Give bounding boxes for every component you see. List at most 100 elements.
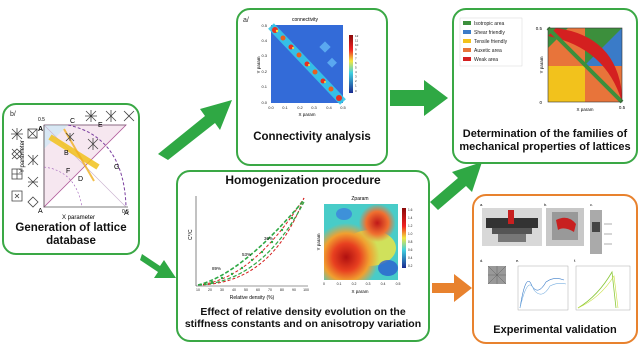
annotation-53: 53% xyxy=(242,252,251,257)
label-c: C xyxy=(70,118,75,125)
svg-text:7: 7 xyxy=(355,57,357,61)
svg-text:10: 10 xyxy=(196,288,200,292)
svg-text:20: 20 xyxy=(208,288,212,292)
families-xlabel: X param xyxy=(576,107,593,112)
svg-text:0.5: 0.5 xyxy=(536,26,543,31)
connectivity-caption: Connectivity analysis xyxy=(253,131,371,143)
svg-text:0.3: 0.3 xyxy=(261,53,267,58)
svg-text:c.: c. xyxy=(590,202,593,207)
panel-b-xlabel: X parameter xyxy=(62,215,95,221)
svg-text:0: 0 xyxy=(355,89,357,93)
stiffness-points xyxy=(210,216,294,284)
legend-isotropic: Isotropic area xyxy=(474,21,505,27)
experimental-caption: Experimental validation xyxy=(493,324,617,336)
connectivity-heatmap: a/ connectivity 0.5 0.4 0.3 0.2 xyxy=(243,17,359,117)
svg-text:10: 10 xyxy=(355,43,359,47)
experimental-figure: a. b. c. d. e. f. xyxy=(480,202,631,311)
stiffness-curve-green2 xyxy=(197,201,305,286)
families-ylabel: Y param xyxy=(539,56,544,73)
label-e: E xyxy=(98,122,103,129)
connectivity-colorbar xyxy=(349,35,353,93)
svg-text:0.4: 0.4 xyxy=(408,256,413,260)
zparam-colorbar-ticks: 1.6 1.4 1.2 1.0 0.8 0.6 0.4 0.2 xyxy=(408,208,413,268)
panel-a-tag: a/ xyxy=(243,17,249,24)
svg-text:e.: e. xyxy=(516,258,519,263)
svg-text:0.5: 0.5 xyxy=(619,105,626,110)
svg-text:0.5: 0.5 xyxy=(396,282,401,286)
specimen-photo xyxy=(546,208,584,246)
zparam-xticks: 0 0.1 0.2 0.3 0.4 0.5 xyxy=(323,282,400,286)
svg-text:0.8: 0.8 xyxy=(408,240,413,244)
lattice-database-box: b/ A B C D E F G A A 0.5 0.5 Y parameter… xyxy=(2,103,140,255)
annotation-89: 89% xyxy=(212,266,221,271)
svg-text:0.1: 0.1 xyxy=(261,84,267,89)
svg-text:2: 2 xyxy=(355,79,357,83)
svg-text:0: 0 xyxy=(323,282,325,286)
homogenization-box: Homogenization procedure C*/C 89% 53% 36… xyxy=(176,170,430,342)
svg-text:6: 6 xyxy=(355,61,357,65)
svg-text:50: 50 xyxy=(244,288,248,292)
label-a1: A xyxy=(38,126,43,133)
zparam-colorbar xyxy=(402,208,406,268)
setup-photo xyxy=(590,210,612,254)
label-f: F xyxy=(66,168,70,175)
load-curves-e xyxy=(517,265,569,311)
stiffness-curve-upper xyxy=(197,197,305,286)
annotation-36: 36% xyxy=(264,236,273,241)
svg-text:b.: b. xyxy=(544,202,547,207)
svg-text:0.2: 0.2 xyxy=(352,282,357,286)
svg-text:0.5: 0.5 xyxy=(261,23,267,28)
test-machine-photo xyxy=(482,208,542,246)
svg-text:0.2: 0.2 xyxy=(261,69,267,74)
svg-text:40: 40 xyxy=(232,288,236,292)
svg-text:0.4: 0.4 xyxy=(326,105,332,110)
svg-text:0.4: 0.4 xyxy=(381,282,386,286)
families-legend: Isotropic area Shear friendly Tensile fr… xyxy=(459,17,523,67)
families-caption: Determination of the families of mechani… xyxy=(459,128,631,153)
stiffness-curve-green xyxy=(197,199,305,286)
lattice-diagram: b/ A B C D E F G A A 0.5 0.5 Y parameter… xyxy=(10,110,135,221)
label-a2: A xyxy=(38,208,43,215)
homogenization-title: Homogenization procedure xyxy=(225,173,381,187)
label-b: B xyxy=(64,150,69,157)
homogenization-caption: Effect of relative density evolution on … xyxy=(184,306,422,331)
legend-auxetic: Auxetic area xyxy=(474,48,502,54)
stiffness-curve-lower xyxy=(197,197,305,286)
zparam-heatmap: Zparam xyxy=(316,196,413,294)
svg-text:3: 3 xyxy=(355,75,357,79)
svg-text:5: 5 xyxy=(355,66,357,70)
zparam-xlabel: X param xyxy=(351,289,368,294)
stiffness-xticks: 10 20 30 40 50 60 70 80 90 100 xyxy=(196,288,309,292)
stiffness-xlabel: Relative density (%) xyxy=(230,295,275,301)
panel-b-tag: b/ xyxy=(10,111,16,118)
svg-text:0: 0 xyxy=(539,100,542,105)
svg-text:1.0: 1.0 xyxy=(408,232,413,236)
svg-text:0.1: 0.1 xyxy=(337,282,342,286)
label-g: G xyxy=(114,164,119,171)
arrow-to-experimental xyxy=(432,274,472,302)
legend-swatch-tensile xyxy=(463,39,471,43)
svg-text:a.: a. xyxy=(480,202,483,207)
svg-text:12: 12 xyxy=(355,34,359,38)
zparam-ylabel: Y param xyxy=(316,233,321,250)
svg-text:80: 80 xyxy=(280,288,284,292)
svg-text:f.: f. xyxy=(574,258,576,263)
legend-weak: Weak area xyxy=(474,57,498,63)
legend-swatch-shear xyxy=(463,30,471,34)
svg-text:11: 11 xyxy=(355,39,358,43)
lattice-database-caption: Generation of lattice database xyxy=(15,222,127,248)
legend-swatch-isotropic xyxy=(463,21,471,25)
svg-text:90: 90 xyxy=(292,288,296,292)
stiffness-plot: C*/C 89% 53% 36% 10 20 30 40 50 60 70 80… xyxy=(188,196,309,301)
svg-text:0.2: 0.2 xyxy=(297,105,303,110)
svg-text:0.0: 0.0 xyxy=(268,105,274,110)
svg-text:0.0: 0.0 xyxy=(261,100,267,105)
svg-text:d.: d. xyxy=(480,258,483,263)
svg-text:30: 30 xyxy=(220,288,224,292)
panel-a-title: connectivity xyxy=(292,17,319,23)
svg-text:1.2: 1.2 xyxy=(408,224,413,228)
arrow-homog-to-families xyxy=(430,162,482,210)
svg-text:100: 100 xyxy=(303,288,309,292)
families-chart: Isotropic area Shear friendly Tensile fr… xyxy=(459,17,626,112)
svg-text:1: 1 xyxy=(355,84,357,88)
